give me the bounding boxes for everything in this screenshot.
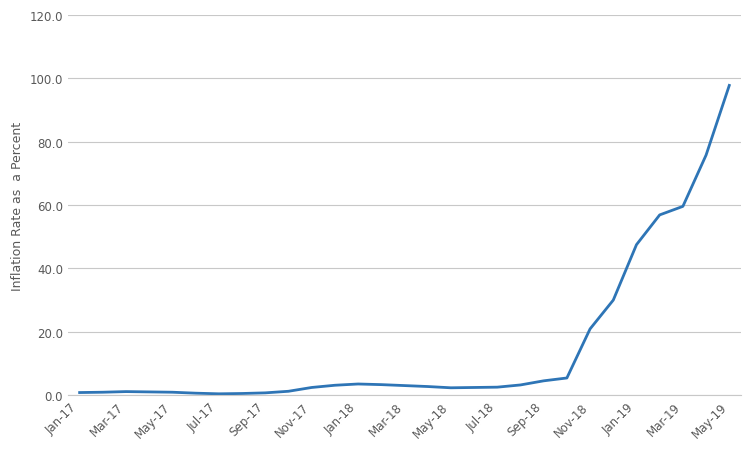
Y-axis label: Inflation Rate as  a Percent: Inflation Rate as a Percent (11, 121, 24, 290)
